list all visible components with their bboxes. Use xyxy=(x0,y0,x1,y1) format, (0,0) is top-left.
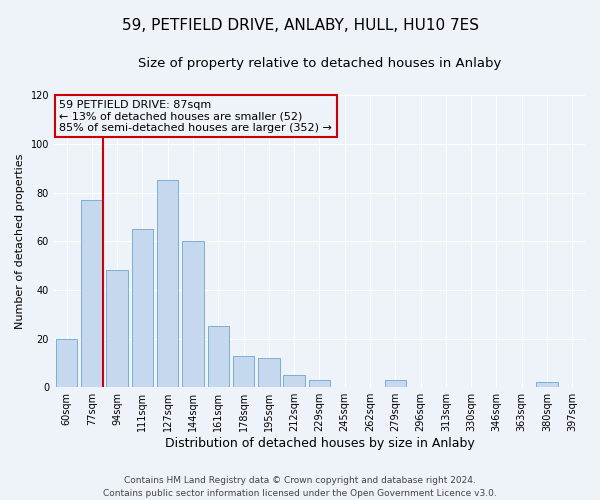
Bar xyxy=(157,180,178,387)
Bar xyxy=(81,200,103,387)
Bar xyxy=(309,380,330,387)
Bar xyxy=(208,326,229,387)
Text: Contains HM Land Registry data © Crown copyright and database right 2024.
Contai: Contains HM Land Registry data © Crown c… xyxy=(103,476,497,498)
Y-axis label: Number of detached properties: Number of detached properties xyxy=(15,154,25,329)
Bar xyxy=(106,270,128,387)
Bar xyxy=(258,358,280,387)
Bar xyxy=(385,380,406,387)
X-axis label: Distribution of detached houses by size in Anlaby: Distribution of detached houses by size … xyxy=(164,437,475,450)
Text: 59 PETFIELD DRIVE: 87sqm
← 13% of detached houses are smaller (52)
85% of semi-d: 59 PETFIELD DRIVE: 87sqm ← 13% of detach… xyxy=(59,100,332,133)
Bar xyxy=(182,241,204,387)
Bar xyxy=(536,382,558,387)
Title: Size of property relative to detached houses in Anlaby: Size of property relative to detached ho… xyxy=(138,58,501,70)
Text: 59, PETFIELD DRIVE, ANLABY, HULL, HU10 7ES: 59, PETFIELD DRIVE, ANLABY, HULL, HU10 7… xyxy=(121,18,479,32)
Bar xyxy=(283,375,305,387)
Bar xyxy=(56,338,77,387)
Bar xyxy=(233,356,254,387)
Bar xyxy=(131,229,153,387)
